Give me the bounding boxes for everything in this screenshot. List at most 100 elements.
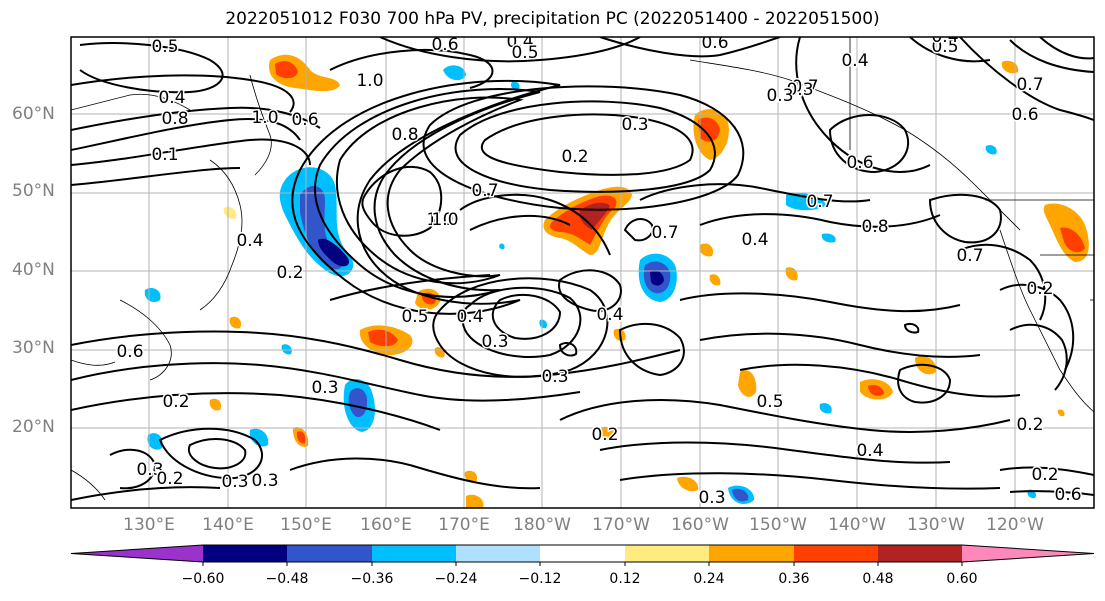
contour xyxy=(1009,39,1094,73)
contour-label: 0.5 xyxy=(401,307,428,327)
colorbar-tick-label: −0.60 xyxy=(181,571,225,587)
coastline xyxy=(999,229,1094,413)
map-frame xyxy=(70,36,1095,509)
colorbar-tick-label: −0.36 xyxy=(350,571,394,587)
precip-blob xyxy=(223,206,237,219)
contour xyxy=(481,113,694,176)
contour-label: 0.3 xyxy=(251,471,278,491)
coastline xyxy=(199,159,243,311)
lon-label-140e: 140°E xyxy=(202,515,254,535)
contour xyxy=(335,96,524,285)
lon-label-130w: 130°W xyxy=(907,515,965,535)
contour-label: 0.6 xyxy=(1054,485,1081,505)
precip-blob xyxy=(1060,227,1085,253)
colorbar-tick-label: 0.36 xyxy=(778,571,810,587)
colorbar-swatch xyxy=(71,545,203,562)
contour xyxy=(699,332,981,358)
contour xyxy=(909,37,991,63)
contour-label: 0.4 xyxy=(741,230,768,250)
contour-label: 0.7 xyxy=(471,181,498,201)
precip-blob xyxy=(209,398,222,411)
contour xyxy=(109,448,157,490)
contour-label: 0.5 xyxy=(511,43,538,63)
contour-label: 0.7 xyxy=(651,223,678,243)
precip-blob xyxy=(699,243,714,257)
colorbar-swatch xyxy=(625,545,709,562)
contour xyxy=(959,243,1047,321)
contour-label: 1.0 xyxy=(251,108,278,128)
contour-label: 0.8 xyxy=(861,217,888,237)
contour xyxy=(897,363,952,404)
contour-label: 0.2 xyxy=(1016,415,1043,435)
contour-label: 0.4 xyxy=(841,51,868,71)
contour-label: 0.4 xyxy=(506,32,533,52)
contour-label: 0.4 xyxy=(456,307,483,327)
contour-label: 0.3 xyxy=(221,472,248,492)
contour xyxy=(928,193,1002,244)
colorbar-swatch xyxy=(456,545,540,562)
contour xyxy=(71,74,295,113)
precip-blob xyxy=(318,238,349,267)
contour-label: 0.4 xyxy=(931,27,958,47)
contour-label: 0.6 xyxy=(116,342,143,362)
contour xyxy=(329,274,491,301)
lon-label-170w: 170°W xyxy=(592,515,650,535)
contour xyxy=(559,399,1011,433)
lat-label-20n: 20°N xyxy=(12,417,55,437)
lon-label-160w: 160°W xyxy=(671,515,729,535)
contour xyxy=(739,363,1021,398)
contour xyxy=(491,293,562,340)
contour xyxy=(71,138,311,166)
contour xyxy=(618,322,685,377)
contour xyxy=(599,441,951,464)
precip-shading xyxy=(144,54,1089,508)
contour xyxy=(454,100,716,193)
precip-blob xyxy=(698,117,720,142)
colorbar-swatch xyxy=(372,545,456,562)
contour-label: 0.2 xyxy=(591,425,618,445)
contour-label: 0.6 xyxy=(1011,105,1038,125)
precip-blob xyxy=(732,488,749,502)
contour-label: 0.3 xyxy=(311,378,338,398)
lon-label-150w: 150°W xyxy=(749,515,807,535)
coastlines xyxy=(71,37,1094,501)
contour xyxy=(71,167,241,186)
contour xyxy=(903,322,920,334)
precip-blob xyxy=(229,316,242,329)
contour xyxy=(699,213,941,228)
contour-label: 0.7 xyxy=(956,246,983,266)
contour xyxy=(999,466,1094,476)
precip-blob xyxy=(1001,60,1019,74)
contour xyxy=(599,37,781,58)
precip-blob xyxy=(599,426,615,442)
precip-blob xyxy=(677,476,699,492)
precip-blob xyxy=(786,193,826,211)
precip-blob xyxy=(275,61,298,79)
contour xyxy=(291,79,561,315)
coastline xyxy=(249,74,272,176)
colorbar-tick-label: 0.24 xyxy=(693,571,725,587)
contour xyxy=(289,457,541,490)
precip-blob xyxy=(296,431,306,444)
contour-label: 0.3 xyxy=(541,367,568,387)
contour xyxy=(314,88,541,298)
colorbar-tick-label: −0.24 xyxy=(434,571,478,587)
colorbar-tick-label: −0.48 xyxy=(265,571,309,587)
precip-blob xyxy=(819,403,832,414)
coastline xyxy=(71,359,116,366)
contour xyxy=(679,292,961,313)
contour-label: 0.8 xyxy=(161,109,188,129)
lat-label-50n: 50°N xyxy=(12,181,55,201)
precip-blob xyxy=(985,145,997,155)
contour xyxy=(1009,490,1094,496)
contour xyxy=(1009,323,1068,391)
precip-blob xyxy=(709,274,721,286)
lon-label-140w: 140°W xyxy=(828,515,886,535)
precip-blob xyxy=(348,388,368,418)
contour xyxy=(361,165,443,237)
contour-label: 0.4 xyxy=(856,441,883,461)
contour-label: 0.2 xyxy=(276,263,303,283)
contour-labels: 0.5 0.6 0.40.5 0.6 0.50.41.00.40.8 1.0 0.60.8 0… xyxy=(115,27,1083,508)
lon-label-160e: 160°E xyxy=(360,515,412,535)
